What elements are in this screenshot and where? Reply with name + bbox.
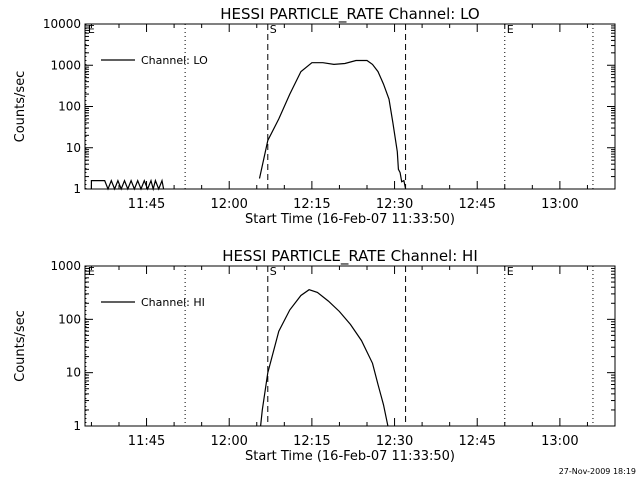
y-tick-label: 100 (58, 312, 81, 326)
series-line (90, 178, 165, 192)
y-tick-label: 1000 (50, 259, 81, 273)
x-tick-label: 12:00 (210, 197, 247, 212)
y-tick-label: 1 (73, 419, 81, 433)
x-axis-label: Start Time (16-Feb-07 11:33:50) (245, 449, 455, 464)
legend-label: Channel: HI (141, 296, 205, 309)
series-line (258, 59, 407, 190)
x-axis-label: Start Time (16-Feb-07 11:33:50) (245, 212, 455, 227)
plot-frame (84, 265, 616, 427)
plot-frame (84, 23, 616, 190)
x-tick-label: 12:45 (458, 197, 495, 212)
series-line (260, 289, 389, 427)
footer-timestamp: 27-Nov-2009 18:19 (559, 467, 636, 476)
y-tick-label: 100 (58, 100, 81, 114)
y-tick-label: 1 (73, 182, 81, 196)
legend-label: Channel: LO (141, 54, 208, 67)
y-tick-label: 10000 (43, 17, 81, 31)
chart-title: HESSI PARTICLE_RATE Channel: LO (220, 5, 479, 24)
marker-label: E (507, 265, 514, 278)
marker-label: S (270, 23, 277, 36)
x-tick-label: 11:45 (128, 434, 165, 449)
x-tick-label: 12:15 (293, 197, 330, 212)
chart-panel-1: HESSI PARTICLE_RATE Channel: LO E S E 1 10 100… (13, 5, 616, 227)
marker-label: E (507, 23, 514, 36)
x-tick-label: 12:15 (293, 434, 330, 449)
x-tick-label: 12:00 (210, 434, 247, 449)
chart-panel-2: HESSI PARTICLE_RATE Channel: HI E S E 1 10 100… (13, 247, 616, 464)
marker-label: E (88, 23, 95, 36)
marker-label: S (270, 265, 277, 278)
y-tick-label: 10 (66, 366, 81, 380)
y-axis-label: Counts/sec (13, 310, 28, 382)
x-tick-label: 13:00 (541, 434, 578, 449)
y-tick-label: 10 (66, 141, 81, 155)
x-tick-label: 12:45 (458, 434, 495, 449)
y-tick-label: 1000 (50, 58, 81, 72)
x-tick-label: 11:45 (128, 197, 165, 212)
y-axis-label: Counts/sec (13, 71, 28, 143)
x-tick-label: 13:00 (541, 197, 578, 212)
marker-label: E (88, 265, 95, 278)
x-tick-label: 12:30 (376, 197, 413, 212)
chart-title: HESSI PARTICLE_RATE Channel: HI (222, 247, 478, 266)
x-tick-label: 12:30 (376, 434, 413, 449)
